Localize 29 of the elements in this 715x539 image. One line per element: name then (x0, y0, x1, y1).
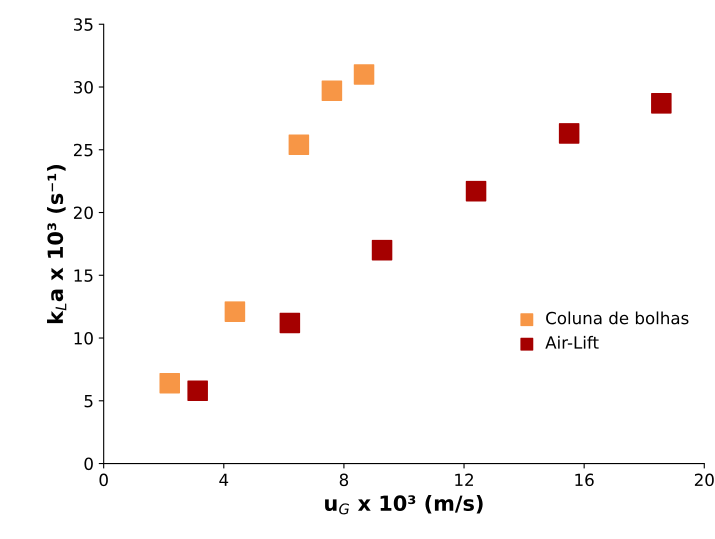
point (322, 80, 342, 102)
point (372, 240, 392, 260)
x-tick-label: 16 (575, 474, 594, 486)
legend-label: Air-Lift (545, 336, 599, 349)
point (288, 134, 310, 156)
x-tick-label: 8 (340, 474, 348, 486)
y-tick-label: 15 (74, 269, 92, 282)
point (651, 93, 672, 114)
point (159, 372, 180, 394)
point (354, 64, 374, 85)
legend-label: Coluna de bolhas (546, 311, 688, 324)
y-tick-label: 30 (74, 80, 93, 94)
y-tick-label: 0 (84, 458, 93, 470)
x-tick-label: 4 (219, 474, 228, 486)
point (558, 123, 580, 144)
y-tick-label: 5 (84, 394, 92, 408)
y-tick-label: 25 (74, 144, 92, 156)
x-tick-label: 12 (455, 474, 473, 486)
x-tick-label: 20 (694, 474, 714, 486)
x-axis-title: u$_{G}$ x 10³ (m/s) (325, 494, 483, 514)
y-axis-title: k$_{L}$a x 10³ (s⁻¹) (47, 164, 66, 324)
point (224, 301, 246, 322)
y-tick-label: 10 (74, 332, 93, 345)
x-tick-label: 0 (99, 474, 108, 486)
point (280, 312, 300, 334)
point (187, 380, 208, 402)
point (466, 180, 486, 202)
y-tick-label: 35 (74, 18, 92, 31)
y-tick-label: 20 (74, 206, 93, 220)
